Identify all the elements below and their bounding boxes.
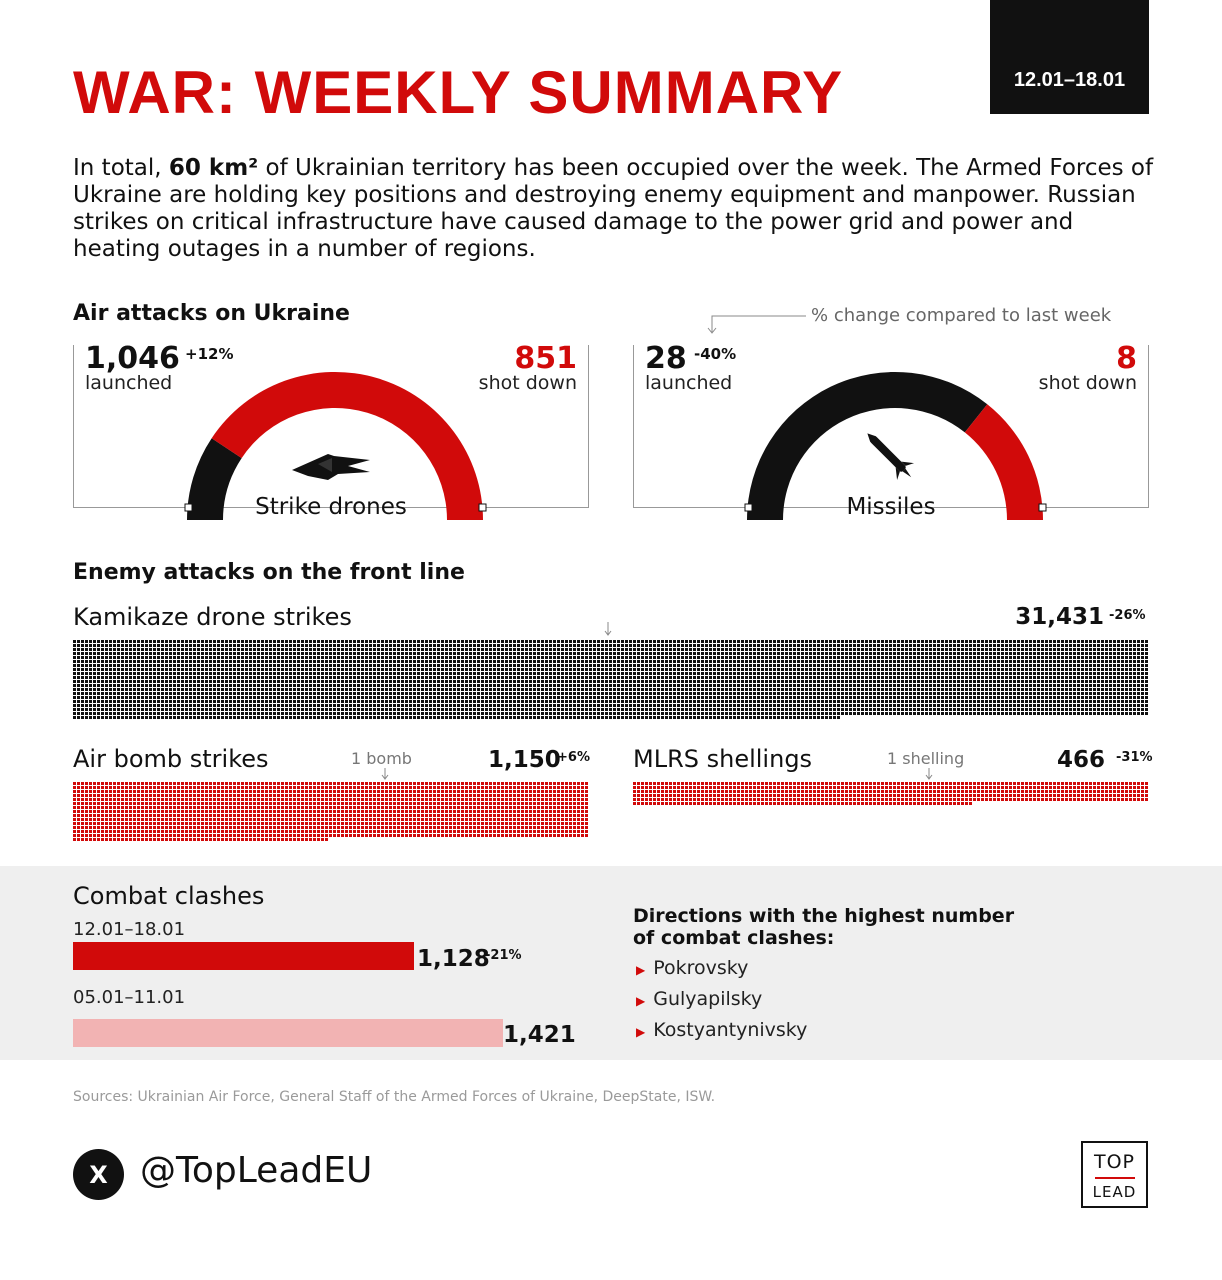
toplead-logo: TOP LEAD — [1081, 1141, 1148, 1208]
direction-item: ▶ Kostyantynivsky — [636, 1019, 808, 1041]
bullet-triangle-icon: ▶ — [636, 963, 646, 977]
drones-launched-change: +12% — [185, 345, 234, 363]
bullet-triangle-icon: ▶ — [636, 1025, 646, 1039]
intro-text-post: of Ukrainian territory has been occupied… — [73, 155, 1154, 262]
front-line-heading: Enemy attacks on the front line — [73, 560, 465, 585]
drones-gauge — [184, 372, 487, 520]
kamikaze-unit-pointer — [604, 622, 612, 636]
drones-launched-label: launched — [85, 372, 173, 394]
drones-frame — [73, 345, 589, 508]
combat-current-bar — [73, 942, 414, 970]
drones-launched-value: 1,046 — [85, 341, 180, 376]
missiles-frame — [633, 345, 1149, 508]
directions-heading-line2: of combat clashes: — [633, 927, 835, 949]
air-bomb-unit-pointer — [381, 768, 389, 780]
sources-text: Sources: Ukrainian Air Force, General St… — [73, 1089, 716, 1105]
bullet-triangle-icon: ▶ — [636, 994, 646, 1008]
logo-divider — [1094, 1177, 1135, 1179]
logo-top-text: TOP — [1093, 1151, 1136, 1173]
intro-paragraph: In total, 60 km² of Ukrainian territory … — [73, 155, 1163, 263]
missiles-launched-label: launched — [645, 372, 733, 394]
combat-heading: Combat clashes — [73, 882, 265, 910]
missiles-launched-change: -40% — [694, 345, 737, 363]
missiles-gauge-unshot-arc — [747, 371, 988, 520]
x-logo-icon[interactable]: X — [73, 1149, 124, 1200]
kamikaze-change: -26% — [1109, 608, 1146, 623]
drones-shot-label: shot down — [478, 372, 577, 394]
air-attacks-heading: Air attacks on Ukraine — [73, 301, 350, 326]
combat-current-value: 1,128 — [417, 946, 490, 972]
air-bomb-dot-grid — [73, 782, 589, 842]
combat-previous-period: 05.01–11.01 — [73, 987, 186, 1008]
kamikaze-label: Kamikaze drone strikes — [73, 603, 352, 631]
air-bomb-unit-note: 1 bomb — [351, 749, 412, 768]
drones-shot-value: 851 — [514, 341, 577, 376]
page-title: WAR: WEEKLY SUMMARY — [73, 59, 844, 126]
drone-icon — [292, 454, 370, 480]
direction-item: ▶ Pokrovsky — [636, 957, 749, 979]
air-bomb-grid-full — [73, 782, 589, 838]
drones-gauge-shot-arc — [211, 372, 483, 520]
missiles-shot-label: shot down — [1038, 372, 1137, 394]
date-range-badge: 12.01–18.01 — [990, 0, 1149, 114]
air-bomb-change: +6% — [557, 750, 590, 765]
intro-text-pre: In total, — [73, 155, 169, 181]
direction-item: ▶ Gulyapilsky — [636, 988, 763, 1010]
mlrs-dot-grid — [633, 782, 1149, 806]
missiles-gauge — [744, 371, 1047, 520]
kamikaze-grid-last-row — [73, 716, 841, 720]
drones-gauge-unshot-arc — [187, 438, 242, 520]
change-legend-note: % change compared to last week — [811, 305, 1112, 326]
mlrs-label: MLRS shellings — [633, 745, 813, 773]
logo-bottom-text: LEAD — [1092, 1183, 1137, 1201]
kamikaze-value-wrap: 31,431 — [1015, 604, 1104, 630]
air-bomb-grid-last-row — [73, 838, 329, 842]
combat-previous-bar — [73, 1019, 503, 1047]
mlrs-unit-pointer — [925, 768, 933, 780]
drones-gauge-label: Strike drones — [255, 494, 407, 520]
combat-previous-value: 1,421 — [503, 1022, 576, 1048]
missiles-gauge-label: Missiles — [846, 494, 936, 520]
missile-icon — [867, 433, 915, 481]
mlrs-change: -31% — [1116, 750, 1153, 765]
kamikaze-dot-grid — [73, 640, 1149, 720]
intro-territory-value: 60 km² — [168, 155, 259, 181]
kamikaze-grid-full — [73, 640, 1149, 716]
air-bomb-value: 1,150 — [488, 747, 561, 773]
combat-current-period: 12.01–18.01 — [73, 919, 186, 940]
missiles-shot-value: 8 — [1116, 341, 1137, 376]
combat-current-change: -21% — [485, 948, 522, 963]
legend-pointer — [707, 315, 806, 334]
mlrs-value: 466 — [1057, 747, 1106, 773]
mlrs-grid-last-row — [633, 802, 973, 806]
missiles-launched-value: 28 — [645, 341, 687, 376]
kamikaze-value: 31,431 — [1015, 604, 1104, 630]
air-bomb-label: Air bomb strikes — [73, 745, 269, 773]
mlrs-unit-note: 1 shelling — [887, 749, 965, 768]
directions-heading-line1: Directions with the highest number — [633, 905, 1015, 927]
social-handle[interactable]: @TopLeadEU — [140, 1150, 373, 1191]
missiles-gauge-shot-arc — [964, 404, 1043, 520]
mlrs-grid-full — [633, 782, 1149, 802]
